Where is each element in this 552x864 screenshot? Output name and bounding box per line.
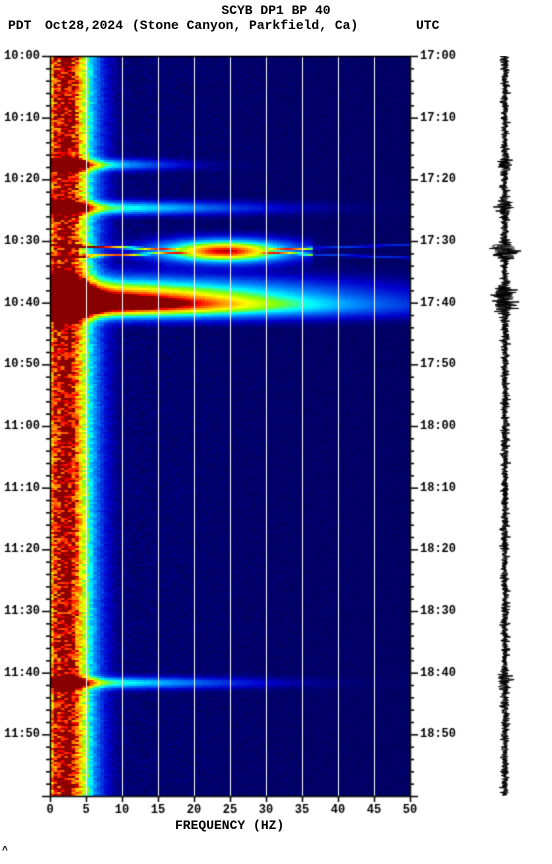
xaxis-title: FREQUENCY (HZ) [0, 818, 552, 833]
axes-canvas [0, 0, 552, 864]
corner-mark: ^ [2, 846, 8, 857]
seismogram-canvas [480, 56, 530, 796]
